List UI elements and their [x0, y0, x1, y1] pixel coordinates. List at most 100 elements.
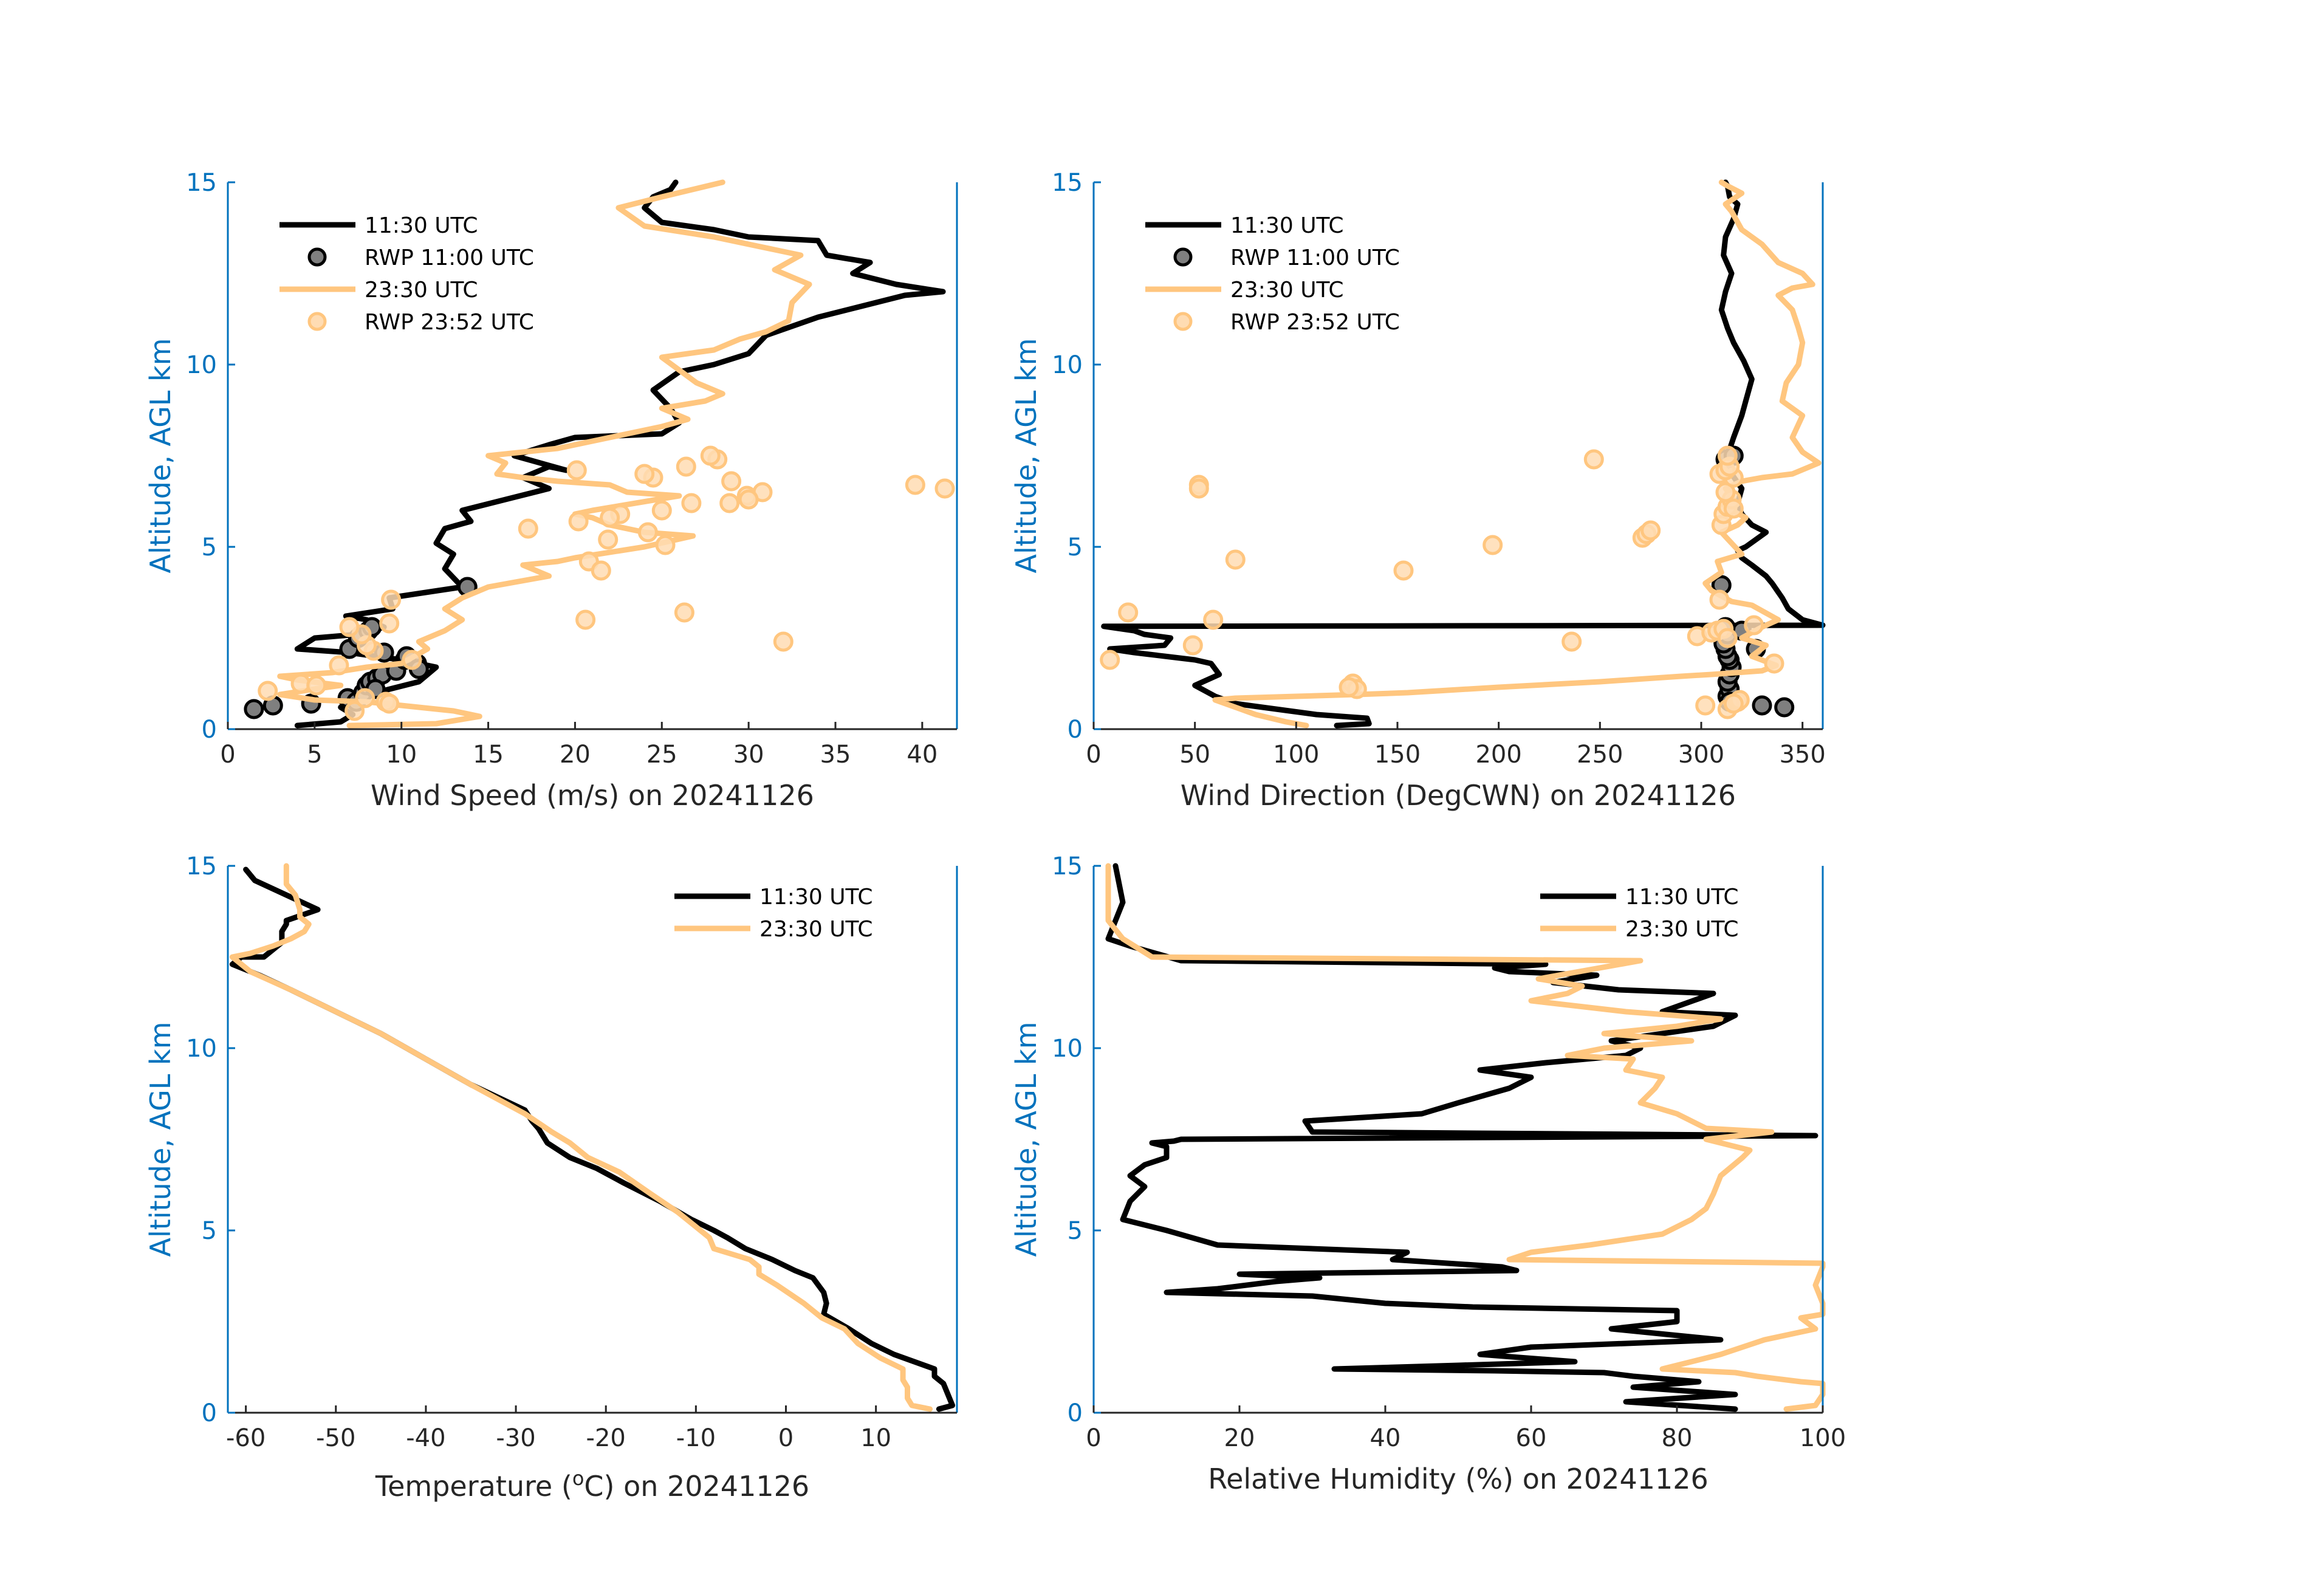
x-tick-label: 50	[1179, 741, 1210, 769]
legend-item: RWP 11:00 UTC	[307, 245, 534, 270]
y-tick-label: 5	[202, 533, 217, 561]
series-scatter-rwp-23-52-utc	[1100, 445, 1784, 719]
x-tick-label: 10	[860, 1424, 891, 1452]
x-tick-label: 300	[1678, 741, 1724, 769]
data-point	[244, 699, 264, 719]
legend-item: 11:30 UTC	[674, 885, 873, 910]
legend-marker	[1173, 312, 1193, 331]
x-tick-label: 150	[1374, 741, 1421, 769]
x-tick-label: 40	[907, 741, 937, 769]
y-tick-label: 10	[1052, 351, 1083, 379]
y-tick-label: 0	[202, 1399, 217, 1427]
y-tick-label: 15	[1052, 169, 1083, 197]
plot-area	[244, 179, 955, 729]
x-tick-label: -30	[496, 1424, 535, 1452]
x-tick-label: -50	[316, 1424, 355, 1452]
series-line-23-30-utc	[1212, 179, 1822, 729]
legend-label: RWP 23:52 UTC	[1230, 310, 1400, 335]
legend-item: 23:30 UTC	[279, 278, 478, 303]
plot-area	[229, 863, 956, 1412]
legend-item: 11:30 UTC	[1540, 885, 1739, 910]
data-point	[655, 535, 676, 555]
data-point	[1723, 693, 1744, 714]
data-point	[1717, 628, 1738, 648]
data-point	[934, 478, 955, 499]
data-point	[518, 518, 538, 539]
legend-item: 11:30 UTC	[1145, 213, 1344, 238]
y-tick-label: 10	[1052, 1035, 1083, 1063]
data-point	[1561, 631, 1582, 652]
legend-marker	[307, 312, 327, 331]
x-tick-label: 15	[473, 741, 504, 769]
x-tick-label: 25	[646, 741, 677, 769]
x-tick-label: 350	[1779, 741, 1825, 769]
x-tick-label: 200	[1475, 741, 1521, 769]
x-tick-label: 10	[386, 741, 417, 769]
legend: 11:30 UTC 23:30 UTC	[674, 885, 873, 942]
y-tick-label: 5	[1068, 1217, 1083, 1245]
data-point	[306, 675, 327, 696]
data-point	[1393, 560, 1414, 581]
data-point	[773, 631, 794, 652]
legend: 11:30 UTC 23:30 UTC	[1540, 885, 1739, 942]
x-axis-label-prefix: Temperature (	[375, 1470, 572, 1503]
series-line-11-30-utc	[1105, 863, 1818, 1412]
data-point	[738, 489, 759, 510]
legend-label: 11:30 UTC	[1625, 885, 1739, 910]
data-point	[1640, 520, 1661, 541]
y-tick-label: 15	[1052, 852, 1083, 880]
x-tick-label: 30	[733, 741, 764, 769]
series-line-23-30-utc	[229, 863, 933, 1412]
y-axis-label: Altitude, AGL km	[144, 338, 177, 573]
series-line-11-30-utc	[294, 179, 946, 729]
x-axis-label: Wind Speed (m/s) on 20241126	[371, 779, 814, 812]
data-point	[1118, 602, 1139, 623]
legend-label: RWP 11:00 UTC	[365, 245, 534, 270]
data-point	[1188, 478, 1209, 499]
data-point	[719, 493, 740, 513]
data-point	[1715, 482, 1736, 503]
data-point	[1717, 445, 1738, 466]
data-point	[600, 507, 620, 528]
data-point	[1709, 589, 1730, 610]
axes: 0 5 10 15 -60 -50 -40 -30 -20 -10 0 10	[186, 852, 958, 1452]
data-point	[700, 445, 721, 466]
data-point	[1744, 615, 1764, 636]
data-point	[1774, 697, 1795, 718]
data-point	[591, 560, 611, 581]
x-tick-label: 80	[1662, 1424, 1693, 1452]
x-tick-label: 5	[307, 741, 322, 769]
legend-label: 11:30 UTC	[759, 885, 873, 910]
data-point	[381, 589, 402, 610]
legend-item: 23:30 UTC	[1145, 278, 1344, 303]
x-tick-label: -10	[676, 1424, 716, 1452]
data-point	[402, 650, 422, 670]
series-line-11-30-utc	[1101, 179, 1826, 729]
data-point	[1723, 498, 1744, 519]
legend-label: 23:30 UTC	[365, 278, 478, 303]
y-tick-label: 15	[186, 852, 217, 880]
y-tick-label: 0	[202, 716, 217, 744]
y-tick-label: 5	[1068, 533, 1083, 561]
data-point	[634, 464, 655, 484]
x-axis-label-superscript: o	[572, 1467, 584, 1490]
data-point	[344, 701, 365, 721]
x-axis-label: Temperature (oC) on 20241126	[375, 1467, 809, 1503]
data-point	[598, 529, 619, 550]
x-axis-label: Relative Humidity (%) on 20241126	[1208, 1463, 1709, 1495]
y-tick-label: 5	[202, 1217, 217, 1245]
legend-item: 11:30 UTC	[279, 213, 478, 238]
legend-label: 23:30 UTC	[759, 917, 873, 942]
x-tick-label: 100	[1273, 741, 1319, 769]
x-axis-label: Wind Direction (DegCWN) on 20241126	[1181, 779, 1736, 812]
data-point	[905, 475, 925, 495]
data-point	[355, 688, 375, 708]
data-point	[379, 613, 400, 634]
y-tick-label: 10	[186, 1035, 217, 1063]
axes: 0 5 10 15 0 5 10 15 20 25 30 35 40	[186, 169, 958, 769]
legend-label: RWP 11:00 UTC	[1230, 245, 1400, 270]
legend: 11:30 UTC RWP 11:00 UTC 23:30 UTC RWP 23:52…	[279, 213, 534, 335]
data-point	[681, 493, 702, 513]
